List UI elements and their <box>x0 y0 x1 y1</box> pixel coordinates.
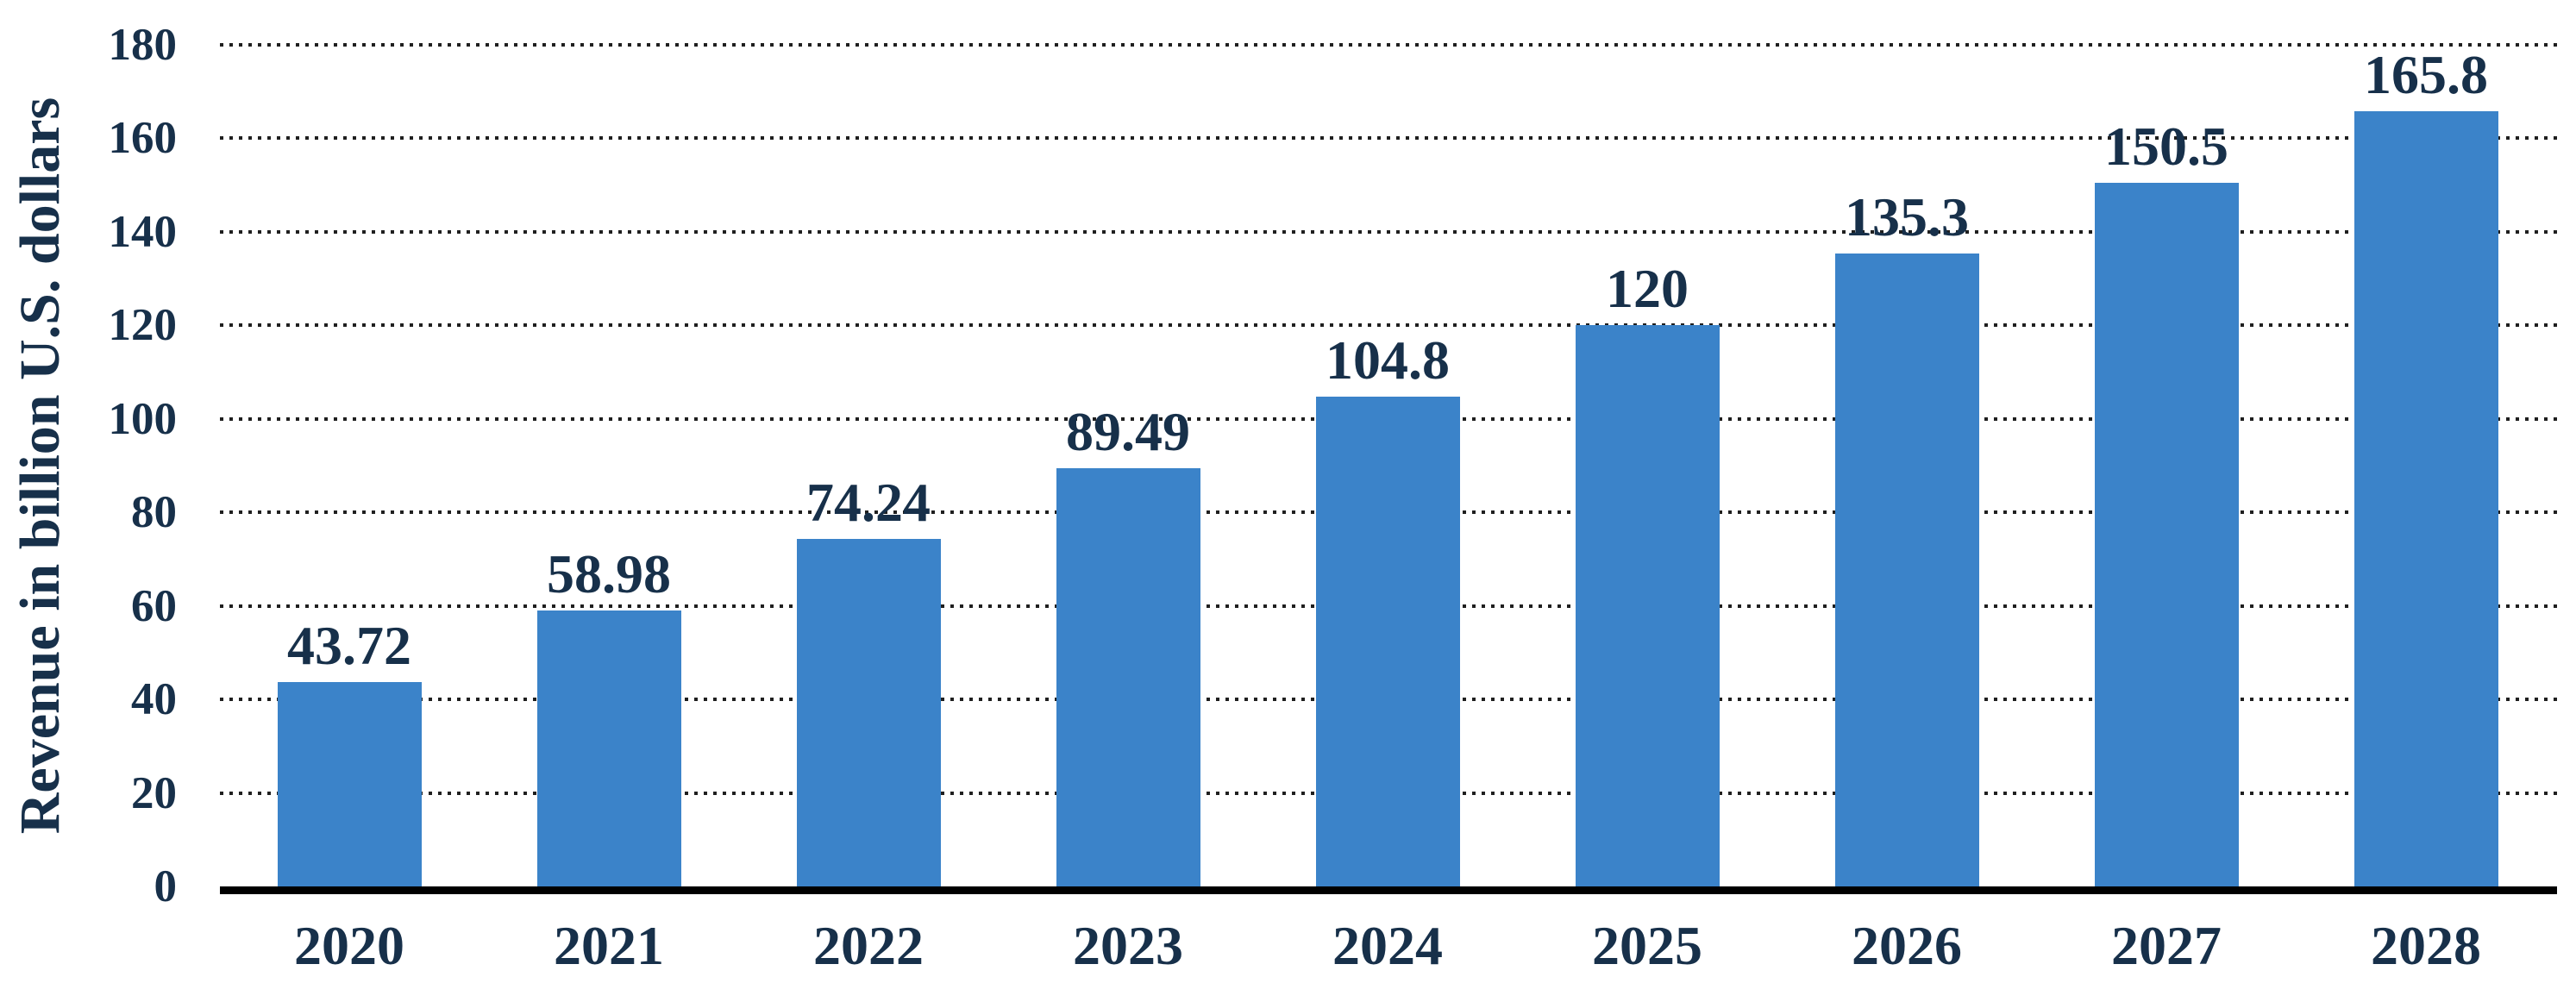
bar-value-label: 74.24 <box>806 472 931 534</box>
y-tick-label: 20 <box>131 767 177 818</box>
y-tick-label: 180 <box>108 20 178 70</box>
gridline <box>220 136 2557 141</box>
bar-value-label: 58.98 <box>547 543 671 605</box>
y-tick-label: 60 <box>131 580 177 631</box>
bar-2023 <box>1056 467 1200 886</box>
gridline <box>220 229 2557 234</box>
x-tick-label-2026: 2026 <box>1852 915 1962 976</box>
bar-2028 <box>2353 111 2498 886</box>
bar-2025 <box>1575 325 1720 886</box>
y-tick-label: 120 <box>108 300 178 351</box>
bar-2021 <box>536 610 681 886</box>
x-tick-label-2025: 2025 <box>1592 915 1702 976</box>
bar-2020 <box>277 681 422 886</box>
bar-value-label: 89.49 <box>1066 400 1190 462</box>
bar-value-label: 43.72 <box>287 614 411 676</box>
x-tick-label-2021: 2021 <box>554 915 664 976</box>
bar-value-label: 120 <box>1606 258 1689 320</box>
y-tick-label: 80 <box>131 487 177 538</box>
y-tick-label: 40 <box>131 674 177 725</box>
bar-2024 <box>1315 396 1460 886</box>
y-tick-label: 160 <box>108 113 178 164</box>
bar-value-label: 104.8 <box>1326 329 1450 391</box>
plot-area: 43.72 58.98 74.24 89.49 104.8 120 135.3 150.5 16… <box>220 43 2557 894</box>
gridline <box>220 43 2557 47</box>
bar-2027 <box>2094 182 2239 886</box>
x-tick-label-2020: 2020 <box>294 915 404 976</box>
bar-2026 <box>1834 254 1979 886</box>
y-tick-label: 100 <box>108 393 178 444</box>
bar-value-label: 165.8 <box>2364 44 2488 105</box>
x-tick-label-2028: 2028 <box>2371 915 2481 976</box>
y-tick-label: 0 <box>154 861 178 911</box>
bar-value-label: 135.3 <box>1845 186 1969 248</box>
x-tick-label-2024: 2024 <box>1332 915 1443 976</box>
x-tick-label-2027: 2027 <box>2111 915 2222 976</box>
y-axis-tick-labels: 0 20 40 60 80 100 120 140 160 180 <box>0 0 178 983</box>
bar-value-label: 150.5 <box>2104 115 2228 177</box>
x-tick-label-2022: 2022 <box>813 915 924 976</box>
gridline <box>220 323 2557 328</box>
y-tick-label: 140 <box>108 206 178 257</box>
bar-2022 <box>796 539 941 886</box>
x-tick-label-2023: 2023 <box>1073 915 1183 976</box>
